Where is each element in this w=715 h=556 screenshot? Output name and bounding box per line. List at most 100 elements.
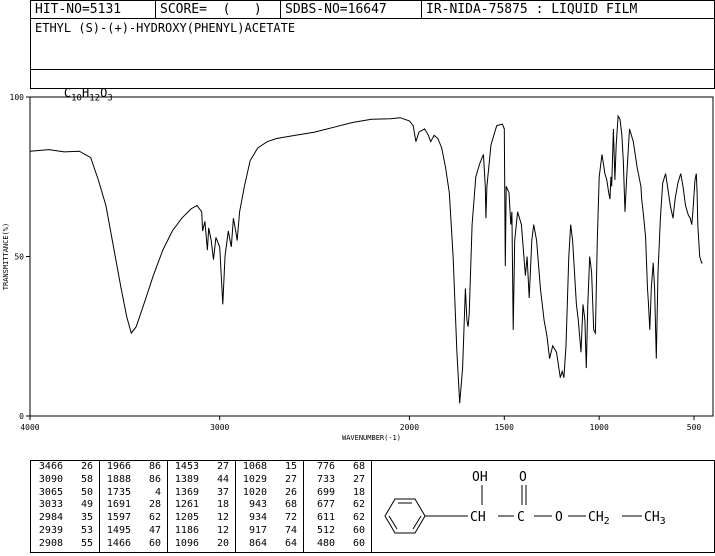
benzene-ring: [384, 498, 426, 534]
sdbs-number: SDBS-NO=16647: [285, 2, 387, 17]
peak-transmittance: 58: [80, 473, 93, 485]
peak-transmittance: 4: [154, 486, 161, 498]
peak-transmittance: 60: [148, 537, 161, 549]
peak-row: 2984 35: [31, 512, 99, 525]
peak-row: 917 74: [235, 525, 303, 538]
peak-wavenumber: 512: [316, 524, 335, 536]
x-tick-label: 2000: [400, 423, 419, 432]
structure-box: OH O CH C O CH2 CH3: [371, 460, 715, 553]
peak-row: 3033 49: [31, 499, 99, 512]
ch2-label: CH2: [588, 510, 610, 527]
peak-transmittance: 60: [352, 537, 365, 549]
peak-wavenumber: 1966: [106, 461, 131, 472]
peak-wavenumber: 1096: [174, 537, 199, 549]
peak-wavenumber: 776: [316, 461, 335, 472]
peak-row: 3090 58: [31, 474, 99, 487]
peak-transmittance: 62: [352, 512, 365, 524]
peak-column: 1068 15 1029 27 1020 26 943 68 934 72 917 74 864 64: [235, 461, 303, 553]
peak-row: 864 64: [235, 538, 303, 551]
carbonyl-o-label: O: [519, 470, 527, 485]
x-tick-label: 1000: [590, 423, 609, 432]
peak-row: 1029 27: [235, 474, 303, 487]
peak-transmittance: 68: [352, 461, 365, 472]
chemical-structure: OH O CH C O CH2 CH3: [384, 470, 666, 534]
peak-row: 2908 55: [31, 538, 99, 551]
peak-transmittance: 44: [216, 473, 229, 485]
peak-wavenumber: 1453: [174, 461, 199, 472]
peak-transmittance: 60: [352, 524, 365, 536]
peak-row: 1020 26: [235, 487, 303, 500]
peak-wavenumber: 917: [248, 524, 267, 536]
peak-wavenumber: 934: [248, 512, 267, 524]
x-tick-label: 4000: [20, 423, 39, 432]
peak-wavenumber: 1597: [106, 512, 131, 524]
peak-row: 1068 15: [235, 461, 303, 474]
peak-wavenumber: 677: [316, 499, 335, 511]
x-tick-label: 1500: [495, 423, 514, 432]
peak-row: 3065 50: [31, 487, 99, 500]
peak-row: 512 60: [303, 525, 371, 538]
peak-wavenumber: 3090: [38, 473, 63, 485]
peak-transmittance: 15: [284, 461, 297, 472]
peak-transmittance: 20: [216, 537, 229, 549]
peak-column: 3466 26 3090 58 3065 50 3033 49 2984 35 2939 53 2908…: [31, 461, 99, 553]
spectrum-line: [29, 114, 703, 404]
peak-wavenumber: 1389: [174, 473, 199, 485]
peak-transmittance: 28: [148, 499, 161, 511]
peak-row: 1466 60: [99, 538, 167, 551]
peak-wavenumber: 1261: [174, 499, 199, 511]
peak-transmittance: 86: [148, 473, 161, 485]
peak-transmittance: 26: [80, 461, 93, 472]
molecular-formula: C10H12O3: [63, 86, 113, 104]
peak-wavenumber: 1186: [174, 524, 199, 536]
peak-row: 699 18: [303, 487, 371, 500]
peak-row: 776 68: [303, 461, 371, 474]
peak-transmittance: 12: [216, 524, 229, 536]
peak-wavenumber: 1495: [106, 524, 131, 536]
peak-table: 3466 26 3090 58 3065 50 3033 49 2984 35 2939 53 2908…: [30, 460, 372, 553]
peak-transmittance: 35: [80, 512, 93, 524]
peak-row: 943 68: [235, 499, 303, 512]
peak-row: 480 60: [303, 538, 371, 551]
x-tick-label: 3000: [210, 423, 229, 432]
peak-wavenumber: 1466: [106, 537, 131, 549]
peak-wavenumber: 943: [248, 499, 267, 511]
peak-wavenumber: 3033: [38, 499, 63, 511]
peak-wavenumber: 1020: [242, 486, 267, 498]
peak-transmittance: 12: [216, 512, 229, 524]
peak-transmittance: 64: [284, 537, 297, 549]
peak-transmittance: 86: [148, 461, 161, 472]
peak-row: 1369 37: [167, 487, 235, 500]
peak-wavenumber: 1735: [106, 486, 131, 498]
peak-row: 1186 12: [167, 525, 235, 538]
c-label: C: [517, 510, 525, 525]
score: SCORE= ( ): [160, 2, 262, 17]
peak-wavenumber: 733: [316, 473, 335, 485]
peak-row: 934 72: [235, 512, 303, 525]
peak-row: 1495 47: [99, 525, 167, 538]
ch-label: CH: [470, 510, 486, 525]
ir-spectrum-chart: 4000 3000 2000 1500 1000 500 0 50 100 WAVENUMBER(…: [2, 93, 714, 442]
peak-wavenumber: 2939: [38, 524, 63, 536]
peak-transmittance: 53: [80, 524, 93, 536]
peak-row: 2939 53: [31, 525, 99, 538]
peak-transmittance: 26: [284, 486, 297, 498]
peak-row: 733 27: [303, 474, 371, 487]
peak-transmittance: 18: [216, 499, 229, 511]
y-tick-label: 100: [10, 93, 25, 102]
hit-number: HIT-NO=5131: [35, 2, 122, 17]
ester-o-label: O: [555, 510, 563, 525]
peak-wavenumber: 1369: [174, 486, 199, 498]
peak-wavenumber: 1068: [242, 461, 267, 472]
peak-transmittance: 27: [284, 473, 297, 485]
peak-wavenumber: 611: [316, 512, 335, 524]
x-tick-label: 500: [687, 423, 702, 432]
peak-wavenumber: 2908: [38, 537, 63, 549]
ch3-label: CH3: [644, 510, 666, 527]
peak-transmittance: 47: [148, 524, 161, 536]
peak-row: 1966 86: [99, 461, 167, 474]
peak-transmittance: 18: [352, 486, 365, 498]
peak-row: 1597 62: [99, 512, 167, 525]
peak-row: 1888 86: [99, 474, 167, 487]
oh-label: OH: [472, 470, 488, 485]
